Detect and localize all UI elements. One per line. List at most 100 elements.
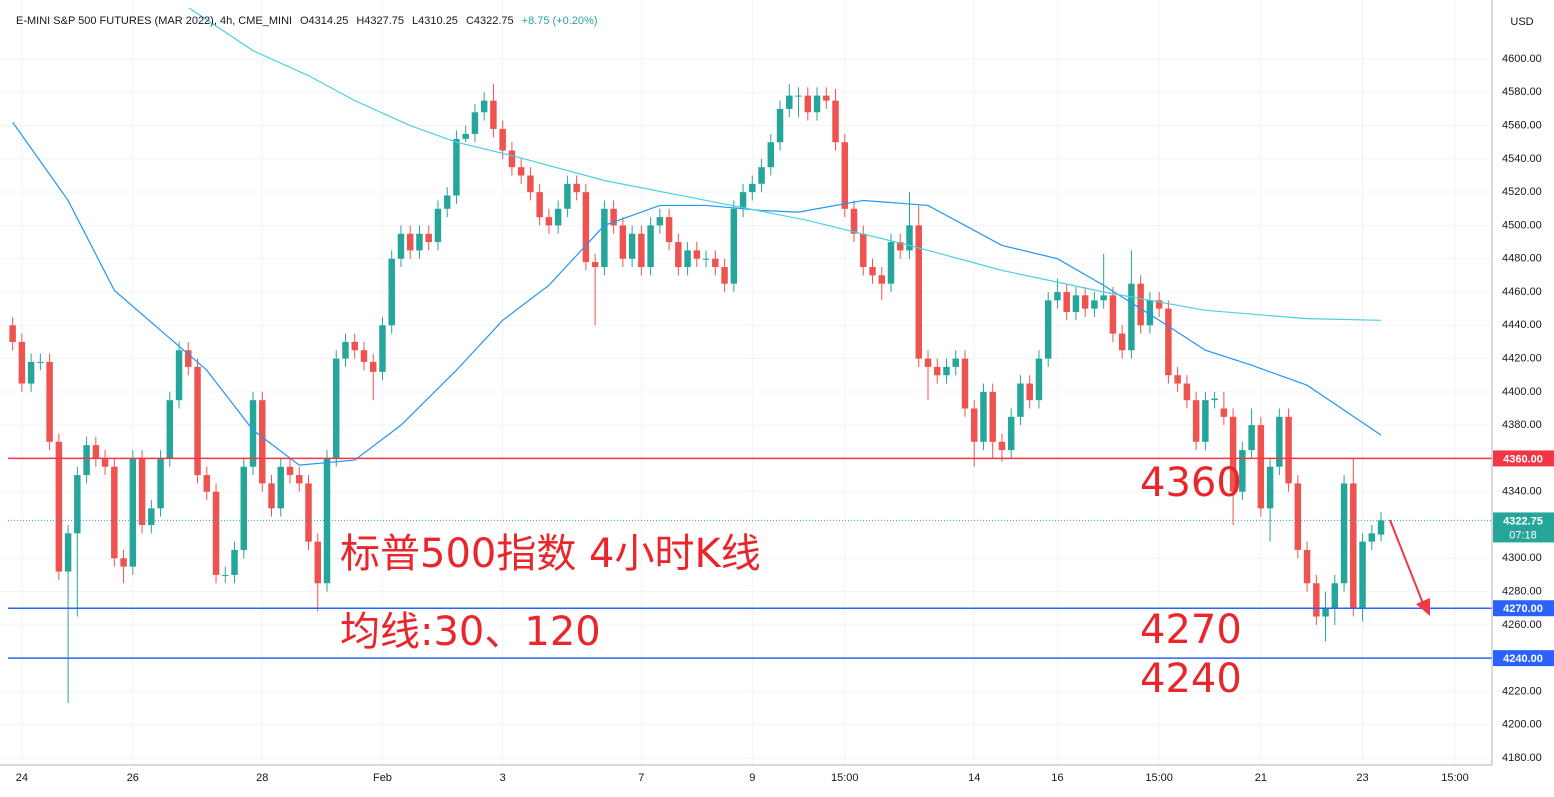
candle-body bbox=[536, 192, 543, 218]
candle-body bbox=[730, 208, 738, 284]
candle-body bbox=[675, 242, 682, 268]
candle-body bbox=[1118, 333, 1126, 351]
candle-body bbox=[212, 491, 220, 575]
candle-body bbox=[1368, 533, 1376, 542]
candle-body bbox=[342, 341, 349, 359]
level-badge-label: 4240.00 bbox=[1503, 653, 1543, 665]
candle-body bbox=[1007, 416, 1015, 451]
candle-body bbox=[749, 183, 756, 193]
header-items: O4314.25 H4327.75 L4310.25 C4322.75 +8.75 (+… bbox=[300, 15, 598, 27]
candle-body bbox=[194, 366, 201, 476]
candle-body bbox=[545, 217, 553, 226]
level-text: 4240 bbox=[1140, 656, 1242, 702]
candle-body bbox=[1146, 300, 1154, 326]
candle-body bbox=[1026, 383, 1033, 401]
candle-body bbox=[1211, 398, 1218, 401]
candle-body bbox=[758, 167, 765, 184]
candle-body bbox=[166, 400, 174, 459]
candle-body bbox=[37, 361, 44, 363]
candle-body bbox=[1377, 520, 1385, 535]
candle-body bbox=[379, 325, 386, 372]
candle-body bbox=[101, 458, 109, 467]
candle-body bbox=[1044, 300, 1052, 359]
candle-body bbox=[120, 558, 127, 567]
candle-body bbox=[1248, 425, 1255, 451]
candle-body bbox=[878, 275, 885, 284]
annotation-title: 标普500指数 4小时K线 bbox=[340, 531, 761, 577]
candle-body bbox=[1165, 308, 1172, 376]
y-tick-label: 4560.00 bbox=[1502, 119, 1542, 131]
currency: USD bbox=[1510, 16, 1533, 28]
candle-body bbox=[1109, 295, 1117, 334]
y-tick-label: 4220.00 bbox=[1502, 685, 1542, 697]
candle-body bbox=[702, 258, 710, 260]
candle-body bbox=[619, 225, 627, 259]
countdown-label: 07:18 bbox=[1509, 529, 1537, 541]
candle-body bbox=[499, 128, 506, 151]
candle-body bbox=[388, 258, 395, 326]
candle-body bbox=[739, 192, 747, 209]
candle-body bbox=[527, 175, 534, 193]
candle-body bbox=[1220, 408, 1228, 417]
candle-body bbox=[434, 208, 442, 243]
x-tick-label: 7 bbox=[638, 772, 644, 784]
candle-body bbox=[92, 445, 100, 459]
candle-body bbox=[18, 341, 26, 384]
candle-body bbox=[471, 112, 479, 134]
level-badge-label: 4360.00 bbox=[1503, 453, 1543, 465]
candle-body bbox=[924, 358, 932, 367]
candle-body bbox=[869, 267, 876, 276]
candle-body bbox=[665, 217, 673, 243]
candle-body bbox=[628, 233, 636, 259]
x-tick-label: 9 bbox=[749, 772, 755, 784]
candle-body bbox=[443, 195, 451, 209]
candle-body bbox=[138, 458, 146, 525]
candle-body bbox=[314, 541, 321, 584]
candle-body bbox=[1174, 375, 1181, 384]
candle-body bbox=[1276, 416, 1283, 467]
last-price-label: 4322.75 bbox=[1503, 515, 1543, 527]
y-tick-label: 4600.00 bbox=[1502, 53, 1542, 65]
candle-body bbox=[1303, 549, 1311, 584]
candle-body bbox=[804, 95, 812, 113]
y-tick-label: 4300.00 bbox=[1502, 552, 1542, 564]
candle-body bbox=[897, 242, 904, 251]
y-tick-label: 4280.00 bbox=[1502, 585, 1542, 597]
candle-body bbox=[1350, 483, 1357, 609]
candle-body bbox=[823, 95, 830, 101]
candle-body bbox=[961, 358, 969, 409]
candle-body bbox=[305, 483, 312, 542]
candle-body bbox=[27, 361, 35, 384]
candle-body bbox=[610, 208, 617, 226]
candle-body bbox=[249, 400, 257, 467]
candle-body bbox=[684, 250, 691, 268]
y-tick-label: 4540.00 bbox=[1502, 153, 1542, 165]
candle-body bbox=[240, 466, 248, 550]
annotation-subtitle: 均线:30、120 bbox=[340, 609, 601, 655]
candle-body bbox=[1017, 383, 1024, 417]
candle-body bbox=[369, 361, 377, 372]
y-tick-label: 4180.00 bbox=[1502, 752, 1542, 764]
moving-average bbox=[12, 121, 1382, 466]
candle-body bbox=[203, 475, 211, 492]
y-tick-label: 4440.00 bbox=[1502, 319, 1542, 331]
y-tick-label: 4200.00 bbox=[1502, 719, 1542, 731]
plot-area bbox=[8, 8, 1492, 704]
moving-average bbox=[188, 8, 1382, 321]
candle-body bbox=[74, 475, 81, 534]
candle-body bbox=[970, 408, 978, 442]
candle-body bbox=[1091, 300, 1098, 309]
y-tick-label: 4460.00 bbox=[1502, 286, 1542, 298]
y-tick-label: 4400.00 bbox=[1502, 386, 1542, 398]
candle-body bbox=[351, 341, 358, 351]
candle-body bbox=[416, 233, 423, 251]
y-tick-label: 4580.00 bbox=[1502, 86, 1542, 98]
x-tick-label: 14 bbox=[968, 772, 980, 784]
candle-body bbox=[906, 225, 913, 251]
candle-body bbox=[397, 233, 405, 259]
candle-body bbox=[1266, 466, 1274, 509]
candle-body bbox=[786, 95, 793, 109]
x-tick-label: 3 bbox=[500, 772, 506, 784]
candle-body bbox=[1202, 400, 1209, 442]
candle-body bbox=[582, 192, 590, 263]
